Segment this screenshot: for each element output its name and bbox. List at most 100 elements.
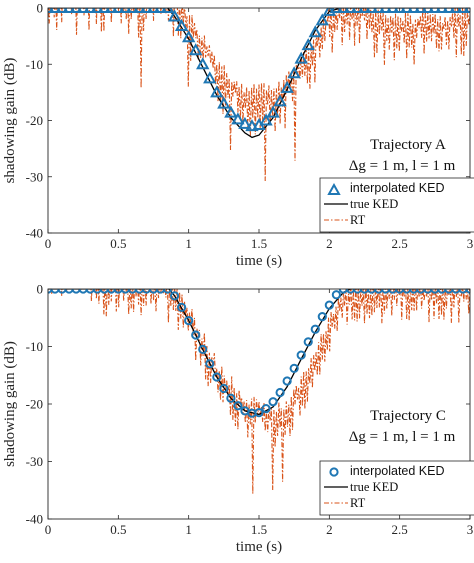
x-tick-label: 2 xyxy=(326,522,333,537)
interpolated-ked-marker xyxy=(289,363,299,373)
interpolated-ked-marker xyxy=(189,43,203,56)
trajectory-title: Trajectory C xyxy=(370,408,446,424)
interpolated-ked-marker xyxy=(85,289,95,294)
interpolated-ked-marker xyxy=(273,94,287,107)
interpolated-ked-marker xyxy=(336,8,351,13)
y-tick-label: -30 xyxy=(26,454,43,469)
interpolated-ked-marker xyxy=(310,324,320,334)
interpolated-ked-marker xyxy=(259,113,273,126)
interpolated-ked-marker xyxy=(400,8,414,13)
interpolated-ked-marker xyxy=(134,289,145,294)
interpolated-ked-marker xyxy=(99,289,109,294)
interpolated-ked-marker xyxy=(407,8,421,13)
interpolated-ked-marker xyxy=(167,9,182,22)
chart-panel-2: 0 0.5 1 1.5 2 2.5 3 0 -10 -20 -30 -40 time (s) shadow… xyxy=(2,282,474,555)
interpolated-ked-marker xyxy=(217,96,231,109)
interpolated-ked-marker xyxy=(385,8,400,13)
interpolated-ked-marker xyxy=(373,289,384,294)
legend-label-interpolated: interpolated KED xyxy=(350,181,445,195)
y-tick-label: -30 xyxy=(26,169,43,184)
interpolated-ked-marker xyxy=(317,312,327,322)
x-tick-label: 1 xyxy=(185,522,192,537)
interpolated-ked-marker xyxy=(90,8,104,13)
interpolated-ked-marker xyxy=(64,289,74,294)
y-tick-label: -10 xyxy=(26,57,43,72)
trajectory-params: Δg = 1 m, l = 1 m xyxy=(349,158,456,174)
interpolated-ked-marker xyxy=(381,289,391,294)
interpolated-ked-marker xyxy=(50,289,60,294)
interpolated-ked-marker xyxy=(423,289,433,294)
x-axis-label: time (s) xyxy=(236,539,282,555)
legend-box xyxy=(319,177,474,233)
interpolated-ked-marker xyxy=(198,344,208,354)
y-axis-label: shadowing gain (dB) xyxy=(2,341,18,467)
x-tick-label: 2.5 xyxy=(392,522,408,537)
interpolated-ked-marker xyxy=(55,8,69,13)
interpolated-ked-marker xyxy=(139,8,154,13)
interpolated-ked-marker xyxy=(456,8,470,13)
y-tick-label: 0 xyxy=(37,282,44,297)
interpolated-ked-marker xyxy=(402,289,412,294)
interpolated-ked-marker xyxy=(430,289,440,294)
x-tick-label: 2 xyxy=(326,236,333,251)
y-tick-label: -20 xyxy=(26,397,43,412)
interpolated-ked-marker xyxy=(233,401,243,411)
interpolated-ked-marker xyxy=(132,8,147,13)
legend-marker-interpolated xyxy=(327,182,341,195)
interpolated-ked-marker xyxy=(266,105,280,118)
x-tick-label: 1 xyxy=(185,236,192,251)
x-tick-label: 3 xyxy=(467,236,474,251)
x-tick-label: 1.5 xyxy=(251,236,267,251)
interpolated-ked-marker xyxy=(97,8,111,13)
legend-marker-interpolated xyxy=(329,467,339,477)
interpolated-ked-marker xyxy=(366,289,377,294)
interpolated-ked-marker xyxy=(458,289,468,294)
interpolated-ked-marker xyxy=(421,8,435,13)
interpolated-ked-marker xyxy=(416,289,426,294)
interpolated-ked-marker xyxy=(331,290,341,300)
legend-label-interpolated: interpolated KED xyxy=(350,464,445,478)
interpolated-ked-marker xyxy=(409,289,419,294)
interpolated-ked-marker xyxy=(261,404,271,414)
interpolated-ked-marker xyxy=(303,337,313,347)
interpolated-ked-marker xyxy=(76,8,90,13)
interpolated-ked-marker xyxy=(315,13,329,26)
interpolated-ked-marker xyxy=(345,289,356,294)
legend-label-true: true KED xyxy=(350,197,398,211)
interpolated-ked-marker xyxy=(294,51,308,64)
x-tick-label: 0 xyxy=(45,236,52,251)
y-tick-label: 0 xyxy=(37,1,44,16)
interpolated-ked-marker xyxy=(282,376,292,386)
interpolated-ked-marker xyxy=(69,8,83,13)
trajectory-title: Trajectory A xyxy=(370,137,446,153)
interpolated-ked-marker xyxy=(444,289,454,294)
interpolated-ked-marker xyxy=(268,397,278,407)
interpolated-ked-marker xyxy=(177,302,187,312)
interpolated-ked-marker xyxy=(392,8,407,13)
interpolated-ked-marker xyxy=(155,289,166,294)
interpolated-ked-marker xyxy=(127,289,137,294)
interpolated-ked-marker xyxy=(428,8,442,13)
interpolated-ked-marker xyxy=(395,289,405,294)
legend: interpolated KED true KED RT xyxy=(319,177,474,233)
interpolated-ked-marker xyxy=(141,289,152,294)
interpolated-ked-marker xyxy=(146,8,161,13)
interpolated-ked-marker xyxy=(118,8,133,13)
interpolated-ked-marker xyxy=(196,57,210,70)
y-tick-label: -40 xyxy=(26,226,43,241)
y-tick-label: -40 xyxy=(26,512,43,527)
interpolated-ked-marker xyxy=(435,8,449,13)
axes-box xyxy=(47,288,471,520)
interpolated-ked-marker xyxy=(364,8,379,13)
interpolated-ked-marker xyxy=(324,300,334,310)
interpolated-ked-marker xyxy=(449,8,463,13)
interpolated-ked-marker xyxy=(275,387,285,398)
plot-content xyxy=(48,289,470,494)
x-tick-label: 0 xyxy=(45,522,52,537)
legend-box xyxy=(319,460,474,516)
y-axis-label: shadowing gain (dB) xyxy=(2,58,18,184)
interpolated-ked-marker xyxy=(148,289,159,294)
interpolated-ked-marker xyxy=(329,8,344,13)
interpolated-ked-marker xyxy=(160,8,175,13)
interpolated-ked-marker xyxy=(106,289,116,294)
